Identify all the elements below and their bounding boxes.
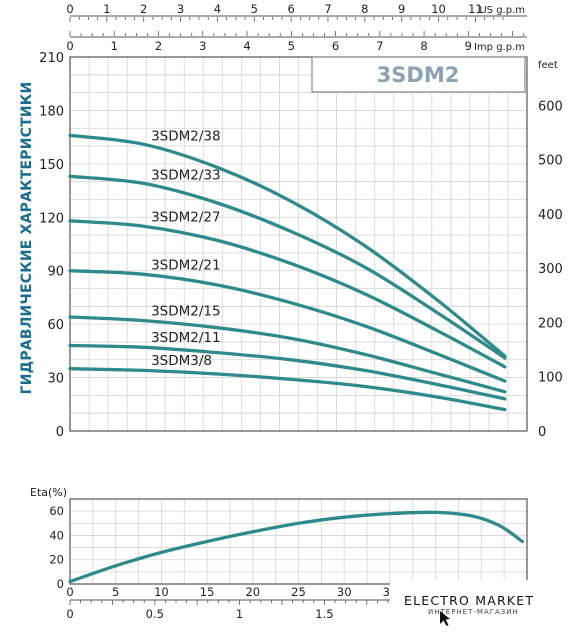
us-gpm-tick-label: 10 <box>431 2 446 16</box>
eta-lower-tick-label: 1 <box>236 607 243 621</box>
head-curve-line <box>68 315 507 394</box>
model-label-box: 3SDM2 <box>311 56 526 93</box>
us-gpm-tick-label: 3 <box>177 2 184 16</box>
head-tick-label: 120 <box>39 211 64 226</box>
eta-y-tick-label: 0 <box>57 577 64 591</box>
left-head-axis: 0 30 60 90 120 150 180 210 <box>39 51 64 440</box>
eta-lower-tick-label: 1.5 <box>315 607 333 621</box>
head-tick-label: 60 <box>47 318 64 333</box>
head-tick-label: 0 <box>56 425 64 440</box>
head-curve-label: 3SDM2/15 <box>151 303 221 319</box>
head-tick-label: 30 <box>47 372 64 387</box>
us-gpm-tick-label: 11 <box>468 2 483 16</box>
head-tick-label: 210 <box>39 51 64 66</box>
electro-market-logo: ELECTRO MARKET ИНТЕРНЕТ-МАГАЗИН <box>390 580 579 640</box>
imp-gpm-tick-label: 4 <box>243 39 250 53</box>
eta-y-tick-label: 40 <box>49 528 64 542</box>
eta-curve-line <box>68 510 525 584</box>
head-curve-label: 3SDM3/8 <box>151 353 212 369</box>
head-curve-line <box>68 367 507 412</box>
head-tick-label: 90 <box>47 265 64 280</box>
imp-gpm-tick-label: 0 <box>66 39 73 53</box>
head-curve-label: 3SDM2/38 <box>151 129 221 145</box>
imp-gpm-tick-label: 9 <box>465 39 472 53</box>
eta-x-tick-label: 0 <box>66 585 73 599</box>
head-curve-line <box>68 219 507 369</box>
head-curves <box>68 133 507 412</box>
feet-tick-label: 200 <box>538 316 563 331</box>
eta-x-tick-label: 10 <box>154 585 169 599</box>
head-curve-label: 3SDM2/11 <box>151 330 221 346</box>
eta-axis-title: Eta(%) <box>30 486 67 499</box>
model-label: 3SDM2 <box>377 63 460 87</box>
eta-lower-tick-label: 0 <box>66 607 73 621</box>
feet-tick-label: 300 <box>538 262 563 277</box>
us-gpm-tick-label: 0 <box>66 2 73 16</box>
cursor-icon <box>440 611 450 626</box>
head-curve-label: 3SDM2/21 <box>151 257 221 273</box>
eta-plot-border <box>69 498 528 585</box>
imp-gpm-tick-label: 7 <box>376 39 383 53</box>
us-gpm-tick-label: 1 <box>103 2 110 16</box>
main-y-axis-title: ГИДРАВЛИЧЕСКИЕ ХАРАКТЕРИСТИКИ <box>19 82 35 395</box>
right-feet-axis: feet 0 100 200 300 400 500 600 <box>538 60 563 440</box>
head-tick-label: 150 <box>39 158 64 173</box>
eta-x-tick-label: 20 <box>245 585 260 599</box>
eta-y-tick-label: 60 <box>49 504 64 518</box>
eta-x-tick-label: 15 <box>200 585 215 599</box>
head-curve-line <box>68 174 507 360</box>
imp-gpm-unit-label: Imp g.p.m <box>474 42 525 53</box>
feet-tick-label: 500 <box>538 154 563 169</box>
us-gpm-tick-label: 9 <box>398 2 405 16</box>
feet-tick-label: 100 <box>538 371 563 386</box>
main-chart-frame <box>69 56 528 432</box>
head-curve-line <box>68 269 507 383</box>
us-gpm-tick-label: 6 <box>287 2 294 16</box>
logo-sub-text: ИНТЕРНЕТ-МАГАЗИН <box>428 608 519 616</box>
eta-x-tick-label: 5 <box>112 585 119 599</box>
head-curve-line <box>68 133 507 358</box>
imp-gpm-tick-label: 8 <box>420 39 427 53</box>
us-gpm-unit-label: US g.p.m <box>479 5 525 16</box>
us-gpm-tick-label: 8 <box>361 2 368 16</box>
us-gpm-tick-label: 2 <box>140 2 147 16</box>
feet-tick-label: 600 <box>538 99 563 114</box>
us-gpm-tick-label: 5 <box>251 2 258 16</box>
imp-gpm-tick-label: 6 <box>332 39 339 53</box>
feet-unit-label: feet <box>538 60 558 71</box>
eta-x-tick-label: 25 <box>291 585 306 599</box>
head-curve-labels: 3SDM2/38 3SDM2/33 3SDM2/27 3SDM2/21 3SDM2/15… <box>151 129 221 369</box>
eta-chart-frame <box>69 498 528 585</box>
feet-tick-label: 0 <box>538 425 546 440</box>
head-tick-label: 180 <box>39 104 64 119</box>
imp-gpm-tick-label: 1 <box>111 39 118 53</box>
main-chart-grid <box>70 57 527 431</box>
eta-y-tick-label: 20 <box>49 553 64 567</box>
head-curve-line <box>68 343 507 401</box>
feet-tick-label: 400 <box>538 208 563 223</box>
head-curve-label: 3SDM2/27 <box>151 210 221 226</box>
logo-main-text: ELECTRO MARKET <box>404 593 534 608</box>
imp-gpm-tick-label: 5 <box>288 39 295 53</box>
us-gpm-tick-label: 7 <box>324 2 331 16</box>
eta-chart-grid <box>70 499 527 584</box>
imp-gpm-tick-label: 2 <box>155 39 162 53</box>
us-gpm-tick-label: 4 <box>214 2 221 16</box>
head-curve-label: 3SDM2/33 <box>151 167 221 183</box>
main-plot-border <box>69 56 528 432</box>
eta-curve <box>68 510 525 584</box>
eta-lower-tick-label: 0.5 <box>146 607 164 621</box>
eta-x-tick-label: 30 <box>337 585 352 599</box>
imp-gpm-tick-label: 3 <box>199 39 206 53</box>
